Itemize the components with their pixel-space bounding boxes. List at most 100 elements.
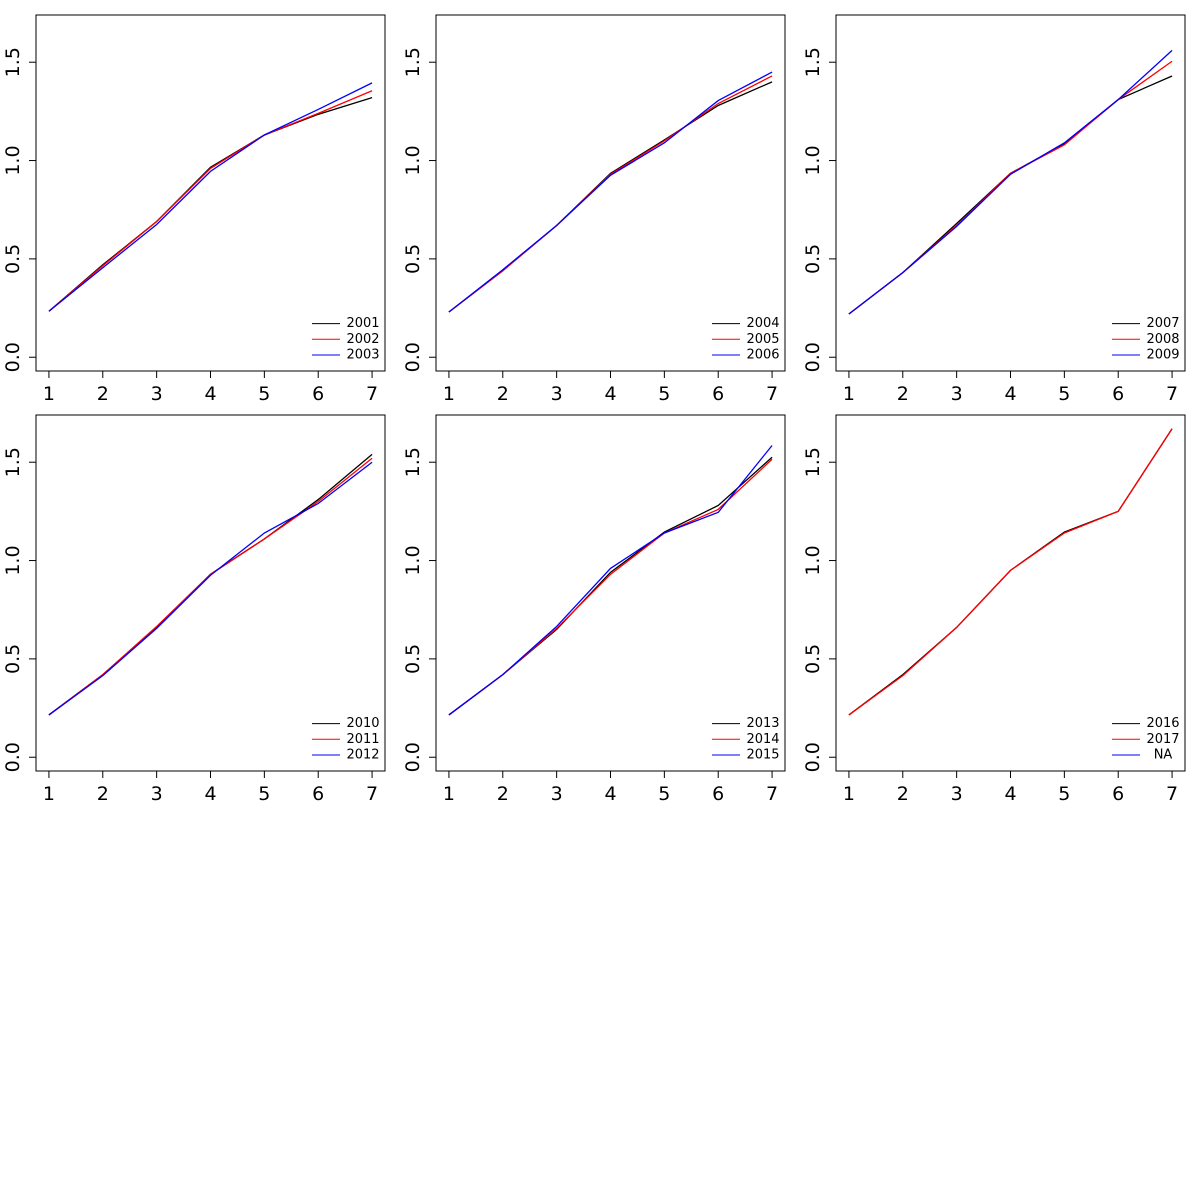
- x-tick-label: 7: [1166, 783, 1178, 805]
- y-tick-label: 1.5: [802, 447, 824, 477]
- x-tick-label: 4: [604, 383, 616, 405]
- series-line: [848, 75, 1173, 315]
- x-tick-label: 5: [258, 783, 270, 805]
- series-line: [48, 453, 373, 716]
- x-tick-label: 3: [951, 783, 963, 805]
- series-line: [48, 457, 373, 716]
- y-tick-label: 0.0: [2, 742, 24, 772]
- legend-label: 2002: [346, 332, 379, 347]
- x-tick-label: 2: [497, 383, 509, 405]
- x-tick-label: 5: [258, 383, 270, 405]
- y-tick-label: 1.0: [402, 145, 424, 175]
- x-tick-label: 7: [366, 383, 378, 405]
- x-tick-label: 3: [151, 783, 163, 805]
- y-tick-label: 0.0: [402, 742, 424, 772]
- x-tick-label: 7: [1166, 383, 1178, 405]
- x-tick-label: 4: [604, 783, 616, 805]
- y-tick-label: 0.5: [2, 644, 24, 674]
- x-tick-label: 2: [97, 783, 109, 805]
- legend-label: 2009: [1146, 348, 1179, 363]
- y-tick-label: 0.0: [2, 342, 24, 372]
- legend-label: 2004: [746, 316, 779, 331]
- y-tick-label: 0.0: [802, 342, 824, 372]
- x-tick-label: 1: [443, 783, 455, 805]
- x-tick-label: 7: [766, 383, 778, 405]
- series-line: [848, 428, 1173, 716]
- x-tick-label: 1: [843, 383, 855, 405]
- x-tick-label: 5: [1058, 383, 1070, 405]
- y-tick-label: 0.5: [802, 244, 824, 274]
- x-tick-label: 6: [312, 783, 324, 805]
- legend-label: 2014: [746, 732, 779, 747]
- series-line: [448, 458, 773, 716]
- legend-label: 2011: [346, 732, 379, 747]
- series-line: [448, 456, 773, 716]
- x-tick-label: 1: [43, 783, 55, 805]
- x-tick-label: 2: [97, 383, 109, 405]
- plot-frame: [35, 414, 386, 772]
- series-line: [448, 81, 773, 313]
- x-tick-label: 4: [204, 783, 216, 805]
- legend-label: 2016: [1146, 716, 1179, 731]
- y-tick-label: 0.5: [802, 644, 824, 674]
- plot-frame: [835, 14, 1186, 372]
- series-line: [48, 461, 373, 716]
- y-tick-label: 1.5: [2, 47, 24, 77]
- x-tick-label: 6: [712, 383, 724, 405]
- y-tick-label: 0.0: [402, 342, 424, 372]
- plot-frame: [835, 414, 1186, 772]
- y-tick-label: 1.5: [402, 47, 424, 77]
- plot-frame: [435, 414, 786, 772]
- x-tick-label: 3: [951, 383, 963, 405]
- y-tick-label: 1.0: [802, 545, 824, 575]
- y-tick-label: 0.5: [402, 644, 424, 674]
- y-tick-label: 1.0: [802, 145, 824, 175]
- legend-label: 2003: [346, 348, 379, 363]
- series-line: [448, 71, 773, 313]
- legend-label: 2017: [1146, 732, 1179, 747]
- x-tick-label: 6: [1112, 783, 1124, 805]
- x-tick-label: 6: [312, 383, 324, 405]
- legend-label: 2007: [1146, 316, 1179, 331]
- series-line: [848, 428, 1173, 716]
- x-tick-label: 6: [712, 783, 724, 805]
- x-tick-label: 2: [897, 383, 909, 405]
- x-tick-label: 1: [443, 383, 455, 405]
- y-tick-label: 0.5: [2, 244, 24, 274]
- x-tick-label: 2: [897, 783, 909, 805]
- legend-label: 2015: [746, 748, 779, 763]
- y-tick-label: 1.0: [2, 545, 24, 575]
- legend-label: 2013: [746, 716, 779, 731]
- x-tick-label: 6: [1112, 383, 1124, 405]
- legend-label: 2005: [746, 332, 779, 347]
- plot-frame: [35, 14, 386, 372]
- series-line: [48, 90, 373, 312]
- legend-label: 2006: [746, 348, 779, 363]
- x-tick-label: 7: [366, 783, 378, 805]
- series-line: [848, 49, 1173, 315]
- y-tick-label: 1.0: [402, 545, 424, 575]
- y-tick-label: 1.0: [2, 145, 24, 175]
- x-tick-label: 4: [1004, 783, 1016, 805]
- x-tick-label: 5: [658, 783, 670, 805]
- legend-label: NA: [1154, 748, 1173, 763]
- x-tick-label: 1: [43, 383, 55, 405]
- x-tick-label: 5: [1058, 783, 1070, 805]
- series-line: [448, 75, 773, 313]
- series-line: [448, 445, 773, 716]
- plot-frame: [435, 14, 786, 372]
- x-tick-label: 3: [551, 783, 563, 805]
- legend-label: 2001: [346, 316, 379, 331]
- y-tick-label: 1.5: [2, 447, 24, 477]
- x-tick-label: 3: [151, 383, 163, 405]
- x-tick-label: 7: [766, 783, 778, 805]
- x-tick-label: 4: [204, 383, 216, 405]
- x-tick-label: 3: [551, 383, 563, 405]
- x-tick-label: 5: [658, 383, 670, 405]
